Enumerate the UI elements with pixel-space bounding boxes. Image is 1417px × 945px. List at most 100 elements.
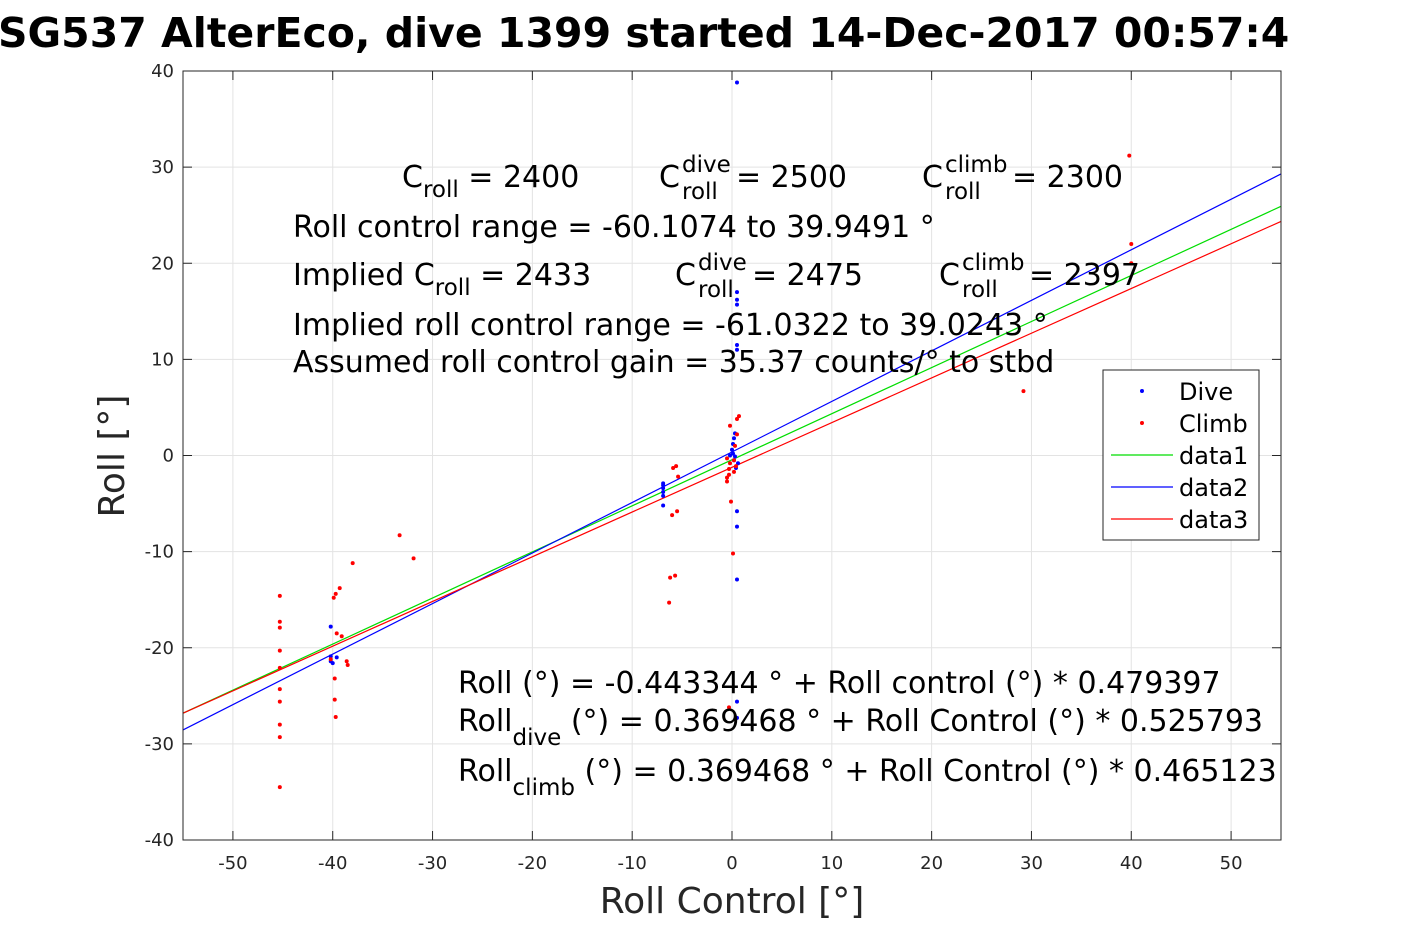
point-climb (328, 657, 333, 662)
c-dive-sup: dive (682, 152, 731, 178)
point-climb (673, 573, 678, 578)
y-tick-label: -10 (145, 542, 174, 563)
c-dive-value: = 2500 (736, 160, 847, 195)
point-climb (1021, 389, 1026, 394)
point-climb (332, 697, 337, 702)
point-dive (661, 503, 666, 508)
point-climb (727, 705, 732, 710)
point-climb (277, 619, 282, 624)
point-dive (734, 302, 739, 307)
chart-title: SG537 AlterEco, dive 1399 started 14-Dec… (0, 9, 1289, 57)
c-dive-label: C (659, 160, 680, 195)
y-tick-label: -30 (145, 734, 174, 755)
point-climb (277, 735, 282, 740)
legend-marker-dive (1140, 389, 1144, 393)
x-tick-label: 0 (726, 853, 737, 874)
point-climb (727, 472, 732, 477)
point-dive (728, 453, 733, 458)
x-tick-label: -50 (218, 853, 247, 874)
point-climb (730, 551, 735, 556)
legend-label: data3 (1179, 506, 1248, 534)
point-climb (727, 466, 732, 471)
point-climb (731, 458, 736, 463)
x-tick-label: -40 (318, 853, 347, 874)
point-dive (328, 654, 333, 659)
point-climb (337, 586, 342, 591)
point-climb (728, 461, 733, 466)
point-dive (734, 290, 739, 295)
equation-all: Roll (°) = -0.443344 ° + Roll control (°… (458, 666, 1221, 701)
point-dive (731, 436, 736, 441)
x-tick-label: 10 (820, 853, 843, 874)
point-dive (734, 342, 739, 347)
legend-label: data1 (1179, 442, 1248, 470)
point-climb (334, 631, 339, 636)
point-climb (671, 465, 676, 470)
legend-label: Dive (1179, 378, 1233, 406)
point-climb (736, 414, 741, 419)
point-dive (334, 655, 339, 660)
point-dive (734, 297, 739, 302)
point-dive (661, 493, 666, 498)
point-dive (732, 454, 737, 459)
point-climb (729, 499, 734, 504)
x-tick-label: 40 (1120, 853, 1143, 874)
c-dive-sub: roll (682, 179, 718, 205)
point-climb (670, 513, 675, 518)
roll-control-range-text: Roll control range = -60.1074 to 39.9491… (293, 210, 935, 245)
x-tick-label: -20 (518, 853, 547, 874)
implied-range-text: Implied roll control range = -61.0322 to… (293, 308, 1048, 343)
point-dive (661, 483, 666, 488)
point-climb (333, 714, 338, 719)
point-dive (328, 624, 333, 629)
fit-line-data3 (182, 220, 1282, 714)
point-dive (734, 80, 739, 85)
point-dive (661, 486, 666, 491)
point-climb (344, 659, 349, 664)
equation-dive: Rolldive (°) = 0.369468 ° + Roll Control… (458, 704, 1263, 751)
point-dive (734, 524, 739, 529)
point-climb (345, 663, 350, 668)
c-roll-annotation: Croll = 2400 (402, 160, 579, 203)
point-climb (675, 509, 680, 514)
implied-c-dive-sup: dive (698, 250, 747, 276)
implied-c-dive-sub: roll (698, 277, 734, 303)
c-climb-label: C (922, 160, 943, 195)
point-climb (1129, 261, 1134, 266)
point-climb (1127, 153, 1132, 158)
point-climb (277, 625, 282, 630)
point-climb (277, 648, 282, 653)
y-tick-label: 20 (151, 253, 174, 274)
point-climb (668, 575, 673, 580)
point-climb (725, 456, 730, 461)
data-points (277, 80, 1134, 790)
point-climb (725, 475, 730, 480)
implied-c-roll-annotation: Implied Croll = 2433 (293, 258, 591, 301)
point-climb (674, 464, 679, 469)
point-dive (734, 715, 739, 720)
fit-line-data1 (182, 205, 1282, 714)
point-climb (676, 474, 681, 479)
point-dive (661, 490, 666, 495)
point-dive (735, 461, 740, 466)
point-climb (397, 533, 402, 538)
y-tick-label: 40 (151, 61, 174, 82)
x-tick-label: -30 (418, 853, 447, 874)
point-climb (732, 443, 737, 448)
point-climb (331, 595, 336, 600)
point-climb (734, 432, 739, 437)
point-climb (277, 593, 282, 598)
point-climb (339, 634, 344, 639)
implied-c-climb-sup: climb (962, 250, 1024, 276)
point-climb (332, 676, 337, 681)
point-dive (734, 577, 739, 582)
point-climb (733, 464, 738, 469)
point-climb (333, 591, 338, 596)
implied-c-dive-label: C (675, 258, 696, 293)
x-tick-label: 50 (1220, 853, 1243, 874)
y-tick-label: 0 (163, 446, 174, 467)
y-axis-label: Roll [°] (92, 395, 133, 518)
point-climb (277, 785, 282, 790)
implied-c-dive-value: = 2475 (752, 258, 863, 293)
point-climb (277, 665, 282, 670)
